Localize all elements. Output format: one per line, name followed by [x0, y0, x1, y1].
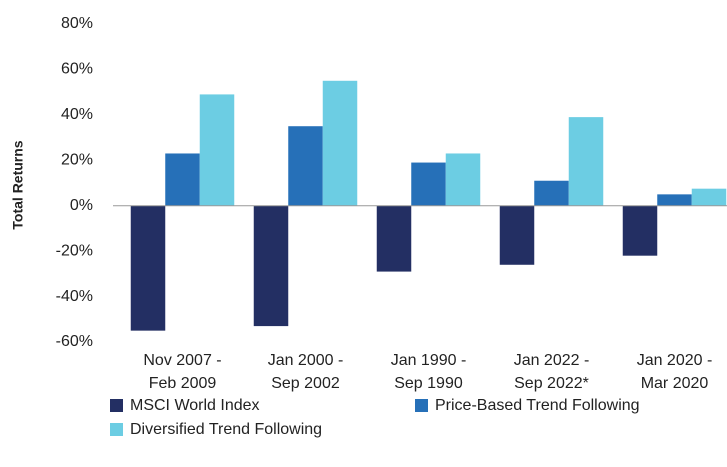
bar — [691, 188, 727, 206]
y-tick-label: 0% — [70, 197, 93, 214]
y-tick-label: -40% — [56, 288, 93, 305]
bar — [499, 205, 535, 265]
x-tick-label: Feb 2009 — [149, 375, 217, 392]
bar — [288, 126, 323, 206]
bar — [253, 205, 289, 327]
x-tick-label: Sep 2002 — [271, 375, 340, 392]
y-tick-label: 80% — [61, 15, 93, 32]
bar — [376, 205, 412, 272]
y-tick-label: 20% — [61, 152, 93, 169]
bar — [130, 205, 166, 331]
x-tick-label: Mar 2020 — [641, 375, 709, 392]
y-tick-label: 60% — [61, 61, 93, 78]
bar — [165, 153, 200, 206]
legend-label: Diversified Trend Following — [130, 421, 322, 438]
x-tick-label: Sep 1990 — [394, 375, 463, 392]
legend-swatch — [415, 399, 428, 412]
y-tick-label: -60% — [56, 333, 93, 350]
x-tick-label: Sep 2022* — [514, 375, 589, 392]
legend-swatch — [110, 399, 123, 412]
bar — [534, 180, 569, 206]
x-tick-label: Nov 2007 - — [143, 352, 221, 369]
x-tick-label: Jan 2020 - — [637, 352, 713, 369]
bar — [322, 80, 358, 206]
y-axis-title: Total Returns — [10, 140, 26, 229]
legend-label: Price-Based Trend Following — [435, 397, 640, 414]
x-tick-label: Jan 1990 - — [391, 352, 467, 369]
legend-label: MSCI World Index — [130, 397, 260, 414]
legend-swatch — [110, 423, 123, 436]
x-tick-label: Jan 2022 - — [514, 352, 590, 369]
bar — [411, 162, 446, 206]
y-tick-label: -20% — [56, 242, 93, 259]
bar — [568, 117, 604, 206]
y-tick-label: 40% — [61, 106, 93, 123]
bar — [199, 94, 235, 206]
bar — [622, 205, 658, 256]
x-tick-label: Jan 2000 - — [268, 352, 344, 369]
bar — [657, 194, 692, 206]
bar — [445, 153, 481, 206]
